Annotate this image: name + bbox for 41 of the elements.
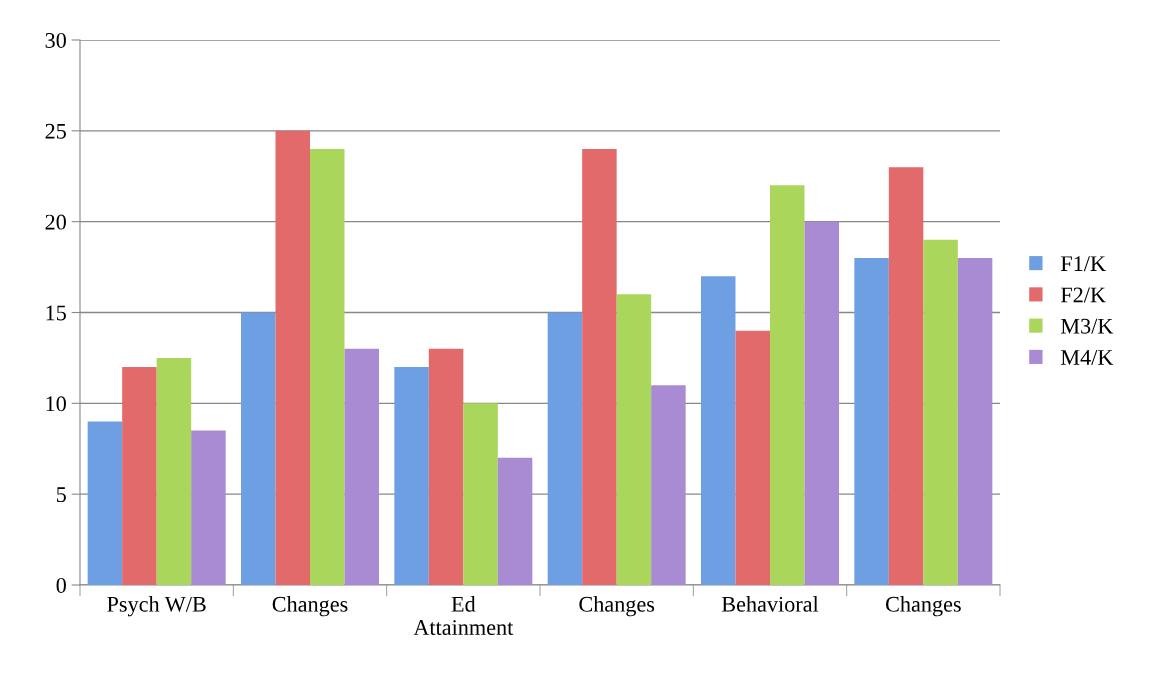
bar: [735, 330, 770, 585]
bar: [923, 239, 958, 585]
bar: [344, 348, 379, 585]
y-tick-label: 5: [56, 487, 66, 503]
bar: [854, 258, 889, 585]
bar: [428, 348, 464, 585]
bar: [122, 367, 157, 585]
y-tick-label: 15: [46, 305, 66, 321]
y-tick-label: 25: [45, 123, 66, 139]
x-tick-label: Changes: [885, 596, 961, 617]
y-tick-label: 30: [45, 32, 66, 48]
y-tick-label: 20: [45, 214, 66, 230]
bar: [191, 430, 226, 585]
bar: [651, 385, 686, 585]
bar: [957, 258, 993, 585]
bar: [156, 357, 192, 585]
x-tick-label: Changes: [272, 596, 348, 617]
x-tick-label: Changes: [579, 596, 655, 617]
legend-label: F1/K: [1060, 256, 1106, 272]
y-tick-label: 0: [56, 577, 66, 593]
bar: [804, 221, 839, 585]
legend-label: F2/K: [1060, 287, 1106, 303]
bar: [463, 403, 498, 585]
bar: [310, 149, 345, 585]
bar: [497, 457, 533, 585]
bar: [582, 149, 617, 585]
legend-label: M4/K: [1060, 350, 1114, 365]
bar: [770, 185, 805, 585]
x-tick-label: Behavioral: [721, 596, 819, 612]
bar: [241, 312, 276, 585]
bar: [547, 312, 583, 585]
bar: [394, 367, 429, 585]
y-tick-label: 10: [46, 396, 66, 412]
x-tick-label: Ed Attainment: [413, 596, 514, 635]
bar: [275, 130, 310, 585]
x-tick-label: Psych W/B: [107, 596, 206, 617]
legend-label: M3/K: [1060, 318, 1114, 334]
bar: [888, 167, 924, 585]
bar: [616, 294, 652, 585]
bar: [87, 421, 123, 585]
bar: [701, 276, 736, 585]
